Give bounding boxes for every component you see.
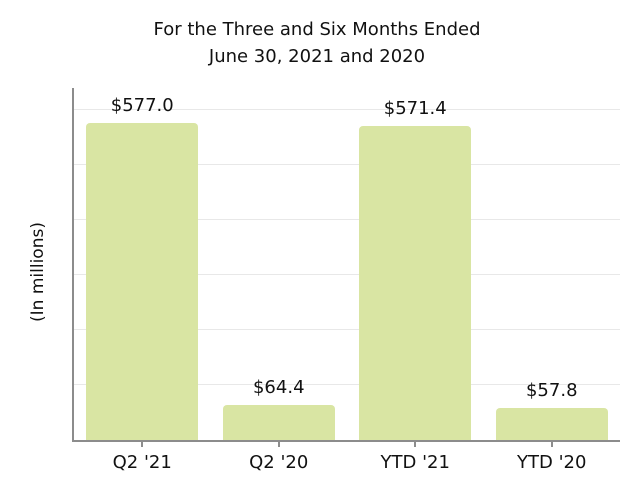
- bar: [222, 404, 335, 440]
- x-axis-tick: [414, 442, 417, 447]
- bar-value-label: $571.4: [383, 97, 447, 119]
- bars-container: $577.0 $64.4 $571.4 $57.8: [74, 88, 620, 440]
- bar-value-label: $64.4: [252, 376, 305, 398]
- x-tick-label: YTD '20: [517, 452, 587, 473]
- y-axis-line: [72, 88, 74, 442]
- x-tick-labels: Q2 '21 Q2 '20 YTD '21 YTD '20: [74, 452, 620, 473]
- bar: [359, 125, 472, 440]
- bar-value-label: $57.8: [525, 380, 578, 402]
- gridline: [74, 384, 620, 385]
- gridline: [74, 329, 620, 330]
- bar: [86, 122, 199, 440]
- y-axis-label: (In millions): [28, 222, 48, 322]
- gridline: [74, 164, 620, 165]
- x-tick-label: Q2 '20: [249, 452, 309, 473]
- chart-title: For the Three and Six Months Ended June …: [153, 19, 481, 67]
- bar-value-label: $577.0: [110, 94, 174, 116]
- x-axis-tick: [277, 442, 280, 447]
- plot-area: $577.0 $64.4 $571.4 $57.8: [72, 88, 620, 447]
- x-tick-label: Q2 '21: [112, 452, 172, 473]
- x-axis-line: [72, 440, 620, 442]
- bar-group: $64.4: [211, 88, 348, 440]
- x-tick-label: YTD '21: [380, 452, 450, 473]
- bar-group: $577.0: [74, 88, 211, 440]
- x-axis-tick: [550, 442, 553, 447]
- gridline: [74, 219, 620, 220]
- gridline: [74, 274, 620, 275]
- bar: [495, 408, 608, 440]
- bar-group: $571.4: [347, 88, 484, 440]
- gridline: [74, 109, 620, 110]
- bar-group: $57.8: [484, 88, 621, 440]
- x-axis-tick: [141, 442, 144, 447]
